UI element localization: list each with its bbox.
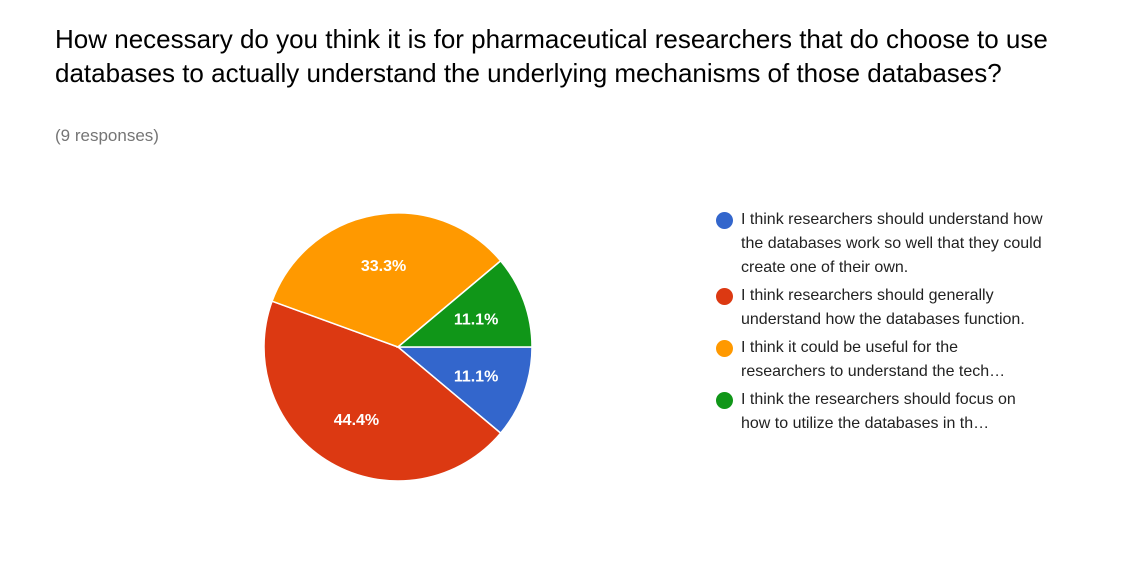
legend: I think researchers should understand ho…	[716, 208, 1046, 440]
legend-label: I think the researchers should focus on …	[741, 391, 1016, 432]
legend-swatch	[716, 212, 733, 229]
pie-slice	[271, 212, 502, 348]
pie-slice	[395, 259, 533, 348]
legend-item: I think researchers should understand ho…	[716, 208, 1046, 280]
legend-swatch	[716, 392, 733, 409]
legend-item: I think it could be useful for the resea…	[716, 336, 1046, 384]
legend-swatch	[716, 340, 733, 357]
chart-subtitle: (9 responses)	[55, 126, 159, 145]
value-label: 44.4%	[334, 412, 379, 429]
pie-slice	[263, 300, 502, 482]
legend-label: I think it could be useful for the resea…	[741, 339, 1006, 380]
pie-slice	[395, 346, 533, 435]
legend-swatch	[716, 288, 733, 305]
value-label: 11.1%	[454, 368, 498, 385]
legend-item: I think the researchers should focus on …	[716, 388, 1046, 436]
legend-label: I think researchers should generally und…	[741, 287, 1025, 328]
legend-item: I think researchers should generally und…	[716, 284, 1046, 332]
chart-title: How necessary do you think it is for pha…	[55, 24, 1048, 88]
value-label: 11.1%	[454, 312, 498, 329]
legend-label: I think researchers should understand ho…	[741, 211, 1043, 276]
value-label: 33.3%	[361, 258, 406, 275]
